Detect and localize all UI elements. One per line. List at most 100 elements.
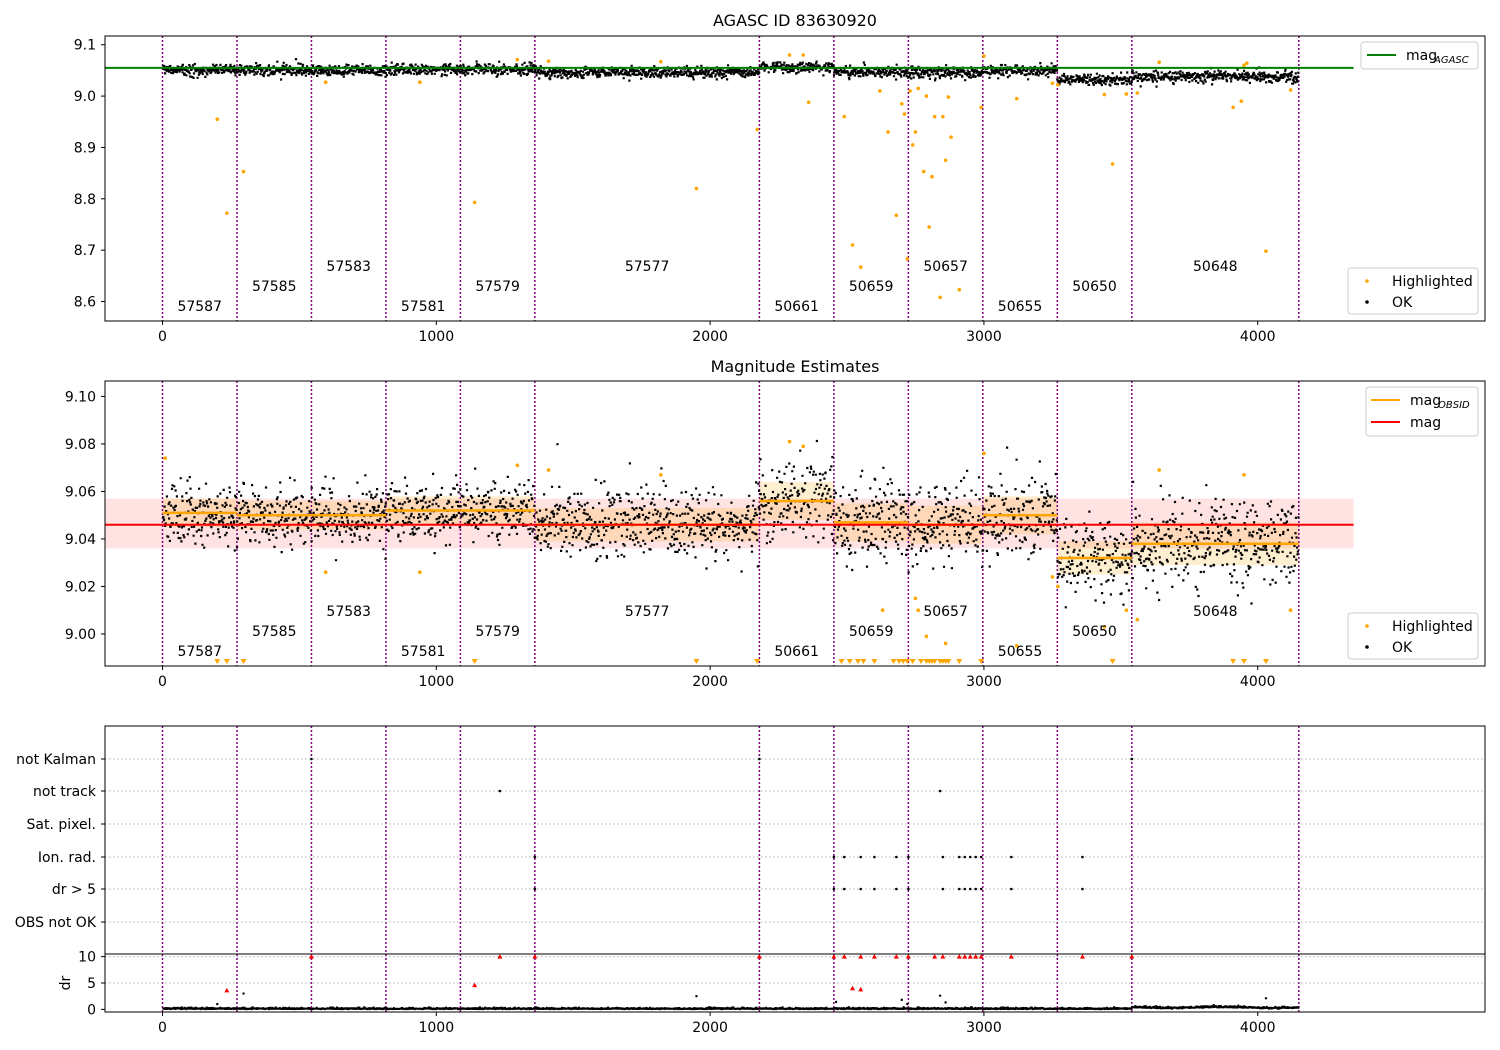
agasc-title: AGASC ID 83630920 <box>713 11 877 30</box>
agasc-xtick-label: 4000 <box>1240 329 1276 345</box>
agasc-highlighted-point <box>1102 92 1107 97</box>
flag-point <box>968 855 972 859</box>
estimates-highlighted-point <box>787 439 792 444</box>
agasc-highlighted-point <box>546 59 551 63</box>
agasc-highlighted-point <box>755 127 760 132</box>
out-of-range-marker <box>896 659 903 664</box>
agasc-obsid-label: 50659 <box>849 279 894 295</box>
agasc-highlighted-point <box>949 135 953 139</box>
estimates-highlighted-point <box>1288 608 1293 612</box>
dr-high-marker <box>1008 954 1014 959</box>
legend-point-label: OK <box>1392 640 1413 656</box>
estimates-obsid-label: 50655 <box>998 644 1043 660</box>
legend-line-subscript: OBSID <box>1438 400 1470 411</box>
flag-point <box>1081 855 1084 859</box>
legend-point-label: OK <box>1392 295 1413 311</box>
agasc-obsid-label: 57579 <box>475 279 520 295</box>
mag-estimates-panel: Magnitude Estimates 57587 57585 57583 57581… <box>65 357 1486 690</box>
dr-spike-point <box>1264 997 1268 1000</box>
flag-category-label: not track <box>33 784 97 800</box>
agasc-highlighted-point <box>979 105 983 110</box>
agasc-highlighted-point <box>1244 61 1249 66</box>
flag-point <box>832 887 836 891</box>
legend-line-label: mag <box>1410 415 1441 431</box>
agasc-highlighted-point <box>1231 105 1235 110</box>
flag-point <box>873 887 876 891</box>
dr-ytick-label: 10 <box>78 950 96 966</box>
dr-high-marker <box>831 954 837 959</box>
flag-point <box>873 855 876 859</box>
agasc-highlighted-point <box>910 143 915 147</box>
estimates-highlighted-point <box>418 570 422 574</box>
agasc-highlighted-point <box>801 53 806 57</box>
agasc-highlighted-point <box>694 186 699 191</box>
agasc-highlighted-point <box>1239 99 1244 104</box>
dr-high-marker <box>893 954 899 959</box>
dr-high-marker <box>497 954 503 959</box>
estimates-xtick-label: 1000 <box>418 674 454 690</box>
agasc-xtick-label: 0 <box>158 329 167 345</box>
agasc-ytick-label: 8.8 <box>74 192 96 208</box>
dr-high-marker <box>932 954 938 959</box>
estimates-obsid-label: 57585 <box>252 624 297 640</box>
out-of-range-marker <box>754 659 761 664</box>
flag-point <box>979 855 983 859</box>
agasc-highlighted-point <box>858 265 863 269</box>
agasc-highlighted-point <box>323 80 328 85</box>
flag-category-label: OBS not OK <box>15 915 97 931</box>
dr-spike-point <box>695 994 698 998</box>
estimates-highlighted-point <box>1242 473 1246 477</box>
agasc-highlighted-point <box>924 94 929 98</box>
agasc-mag-panel: AGASC ID 83630920 57587 57585 57583 57581 57… <box>74 11 1486 345</box>
estimates-xtick-label: 4000 <box>1240 674 1276 690</box>
dr-high-marker <box>472 982 478 988</box>
out-of-range-marker <box>945 659 952 664</box>
agasc-highlighted-point <box>878 89 882 93</box>
estimates-ytick-label: 9.06 <box>65 484 96 500</box>
agasc-axes-frame <box>104 35 1486 322</box>
agasc-highlighted-point <box>787 53 792 57</box>
dr-high-marker <box>224 987 230 993</box>
estimates-obsid-label: 50659 <box>849 624 894 640</box>
estimates-xtick-label: 0 <box>158 674 167 690</box>
flag-point <box>758 757 761 761</box>
out-of-range-marker <box>890 659 897 664</box>
out-of-range-marker <box>956 659 963 664</box>
legend-point-label: Highlighted <box>1392 274 1473 290</box>
agasc-highlighted-point <box>1264 249 1268 253</box>
estimates-highlighted-point <box>546 468 551 472</box>
legend-mag-agasc-subscript: AGASC <box>1433 55 1469 66</box>
agasc-highlighted-point <box>842 114 847 119</box>
out-of-range-marker <box>1230 659 1237 664</box>
dr-high-marker <box>978 954 984 959</box>
agasc-highlighted-point <box>215 117 220 121</box>
agasc-ytick-label: 8.7 <box>74 243 96 259</box>
legend-point-swatch <box>1365 279 1369 283</box>
agasc-xtick-label: 1000 <box>418 329 454 345</box>
estimates-obsid-label: 57583 <box>326 604 371 620</box>
out-of-range-marker <box>1262 659 1269 664</box>
estimates-highlighted-point <box>982 451 986 456</box>
agasc-ok-points <box>162 58 1300 88</box>
agasc-highlighted-point <box>1242 63 1246 68</box>
agasc-obsid-label: 50655 <box>998 299 1043 315</box>
estimates-highlighted-point <box>880 608 885 612</box>
agasc-highlighted-point <box>921 169 926 174</box>
legend-point-swatch <box>1365 300 1369 304</box>
flag-point <box>498 789 502 793</box>
agasc-line-legend <box>1360 41 1479 70</box>
agasc-highlighted-point <box>418 80 422 85</box>
dr-high-marker <box>850 985 855 991</box>
dr-high-marker <box>940 954 946 959</box>
dr-high-marker <box>1129 954 1135 959</box>
legend-point-swatch <box>1365 645 1369 649</box>
legend-mag-agasc-label: mag <box>1406 48 1437 64</box>
dr-xtick-label: 3000 <box>966 1020 1002 1036</box>
dr-xtick-label: 4000 <box>1240 1020 1276 1036</box>
agasc-obsid-label: 57585 <box>252 279 297 295</box>
dr-high-marker <box>956 954 962 959</box>
agasc-highlighted-point <box>938 295 942 300</box>
estimates-ytick-label: 9.00 <box>65 627 96 643</box>
agasc-obsid-label: 50657 <box>923 259 968 275</box>
estimates-highlighted-point <box>659 473 663 477</box>
